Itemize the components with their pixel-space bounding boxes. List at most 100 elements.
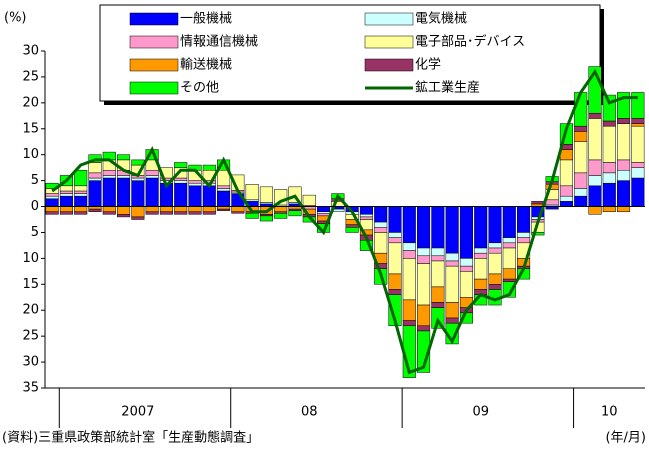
bar-segment bbox=[602, 125, 616, 163]
bar-segment bbox=[374, 206, 388, 223]
bar-segment bbox=[402, 258, 416, 301]
bar-segment bbox=[459, 271, 473, 298]
bar-segment bbox=[345, 227, 359, 233]
bar-segment bbox=[459, 265, 473, 272]
bar-segment bbox=[588, 206, 602, 215]
line-series bbox=[51, 68, 638, 375]
bar-segment bbox=[402, 320, 416, 327]
bar-segment bbox=[574, 131, 588, 142]
bar-segment bbox=[517, 237, 531, 244]
bar-segment bbox=[617, 159, 631, 171]
bar-segment bbox=[431, 260, 445, 288]
bar-segment bbox=[174, 211, 188, 215]
x-tick-label: 10 bbox=[601, 405, 618, 420]
bar-segment bbox=[431, 302, 445, 308]
bar-segment bbox=[517, 232, 531, 238]
bar-segment bbox=[531, 201, 545, 205]
bar-segment bbox=[231, 211, 245, 214]
bar-segment bbox=[602, 182, 616, 207]
legend-label: 一般機械 bbox=[180, 11, 232, 27]
bar-segment bbox=[374, 227, 388, 233]
bar-segment bbox=[502, 206, 516, 238]
bar-segment bbox=[559, 195, 573, 202]
source: (資料)三重県政策部統計室「生産動態調査」 bbox=[2, 430, 259, 446]
y-tick-label: 0 bbox=[31, 199, 39, 214]
bar-segment bbox=[502, 237, 516, 244]
y-tick-label: 20 bbox=[22, 95, 39, 110]
bar-segment bbox=[488, 284, 502, 290]
bar-segment bbox=[488, 206, 502, 244]
bar-segment bbox=[202, 185, 216, 207]
bar-segment bbox=[417, 206, 431, 249]
bar-segment bbox=[388, 237, 402, 244]
bar-segment bbox=[59, 190, 73, 194]
bar-segment bbox=[559, 159, 573, 187]
bar-segment bbox=[245, 213, 259, 219]
bar-segment bbox=[217, 190, 231, 207]
bar-segment bbox=[217, 185, 231, 189]
bar-segment bbox=[574, 141, 588, 174]
bar-segment bbox=[574, 92, 588, 127]
bar-segment bbox=[574, 125, 588, 132]
bar-segment bbox=[602, 94, 616, 122]
bar-segment bbox=[74, 193, 88, 197]
bar-segment bbox=[531, 232, 545, 236]
bar-segment bbox=[445, 317, 459, 324]
bar-segment bbox=[502, 247, 516, 270]
bar-segment bbox=[417, 325, 431, 332]
bar-segment bbox=[445, 260, 459, 267]
bar-segment bbox=[159, 206, 173, 212]
bar-segment bbox=[217, 208, 231, 211]
bar-segment bbox=[388, 273, 402, 290]
legend-label: 電子部品･デバイス bbox=[415, 34, 525, 50]
bar-segment bbox=[602, 162, 616, 174]
bar-segment bbox=[174, 206, 188, 212]
legend-label: 輸送機械 bbox=[180, 58, 232, 73]
bar-segment bbox=[131, 177, 145, 181]
bar-segment bbox=[188, 185, 202, 207]
bar-segment bbox=[288, 210, 302, 217]
bar-segment bbox=[502, 281, 516, 298]
bar-segment bbox=[102, 211, 116, 215]
bar-segment bbox=[559, 185, 573, 197]
bar-segment bbox=[588, 185, 602, 207]
bar-segment bbox=[245, 183, 259, 201]
bar-segment bbox=[417, 304, 431, 327]
y-tick-label: 30 bbox=[22, 355, 39, 370]
bar-segment bbox=[131, 180, 145, 207]
bar-segment bbox=[445, 252, 459, 262]
bar-segment bbox=[317, 206, 331, 212]
bar-segment bbox=[631, 123, 645, 127]
bar-segment bbox=[317, 213, 331, 217]
x-tick-label: 09 bbox=[472, 405, 489, 420]
bar-segment bbox=[188, 206, 202, 212]
bar-segment bbox=[474, 258, 488, 280]
bar-segment bbox=[631, 162, 645, 168]
bar-segment bbox=[559, 201, 573, 207]
bar-segment bbox=[74, 211, 88, 215]
bar-segment bbox=[402, 242, 416, 251]
bar-segment bbox=[274, 213, 288, 219]
bar-segment bbox=[617, 123, 631, 161]
bar-segment bbox=[88, 172, 102, 179]
bar-segment bbox=[402, 206, 416, 244]
legend-swatch bbox=[364, 58, 414, 72]
bar-segment bbox=[102, 175, 116, 179]
bar-segment bbox=[131, 206, 145, 218]
bar-segment bbox=[617, 169, 631, 181]
bar-segment bbox=[431, 206, 445, 249]
bar-segment bbox=[631, 125, 645, 163]
bar-segment bbox=[231, 206, 245, 212]
bar-segment bbox=[474, 278, 488, 290]
bar-segment bbox=[45, 206, 59, 212]
bar-segment bbox=[259, 215, 273, 222]
bar-segment bbox=[388, 232, 402, 238]
bar-segment bbox=[402, 299, 416, 321]
bar-segment bbox=[617, 180, 631, 207]
x-tick-label: 08 bbox=[301, 405, 318, 420]
bar-segment bbox=[602, 172, 616, 184]
bar-segment bbox=[445, 206, 459, 254]
bar-segment bbox=[274, 206, 288, 212]
bar-segment bbox=[502, 242, 516, 249]
